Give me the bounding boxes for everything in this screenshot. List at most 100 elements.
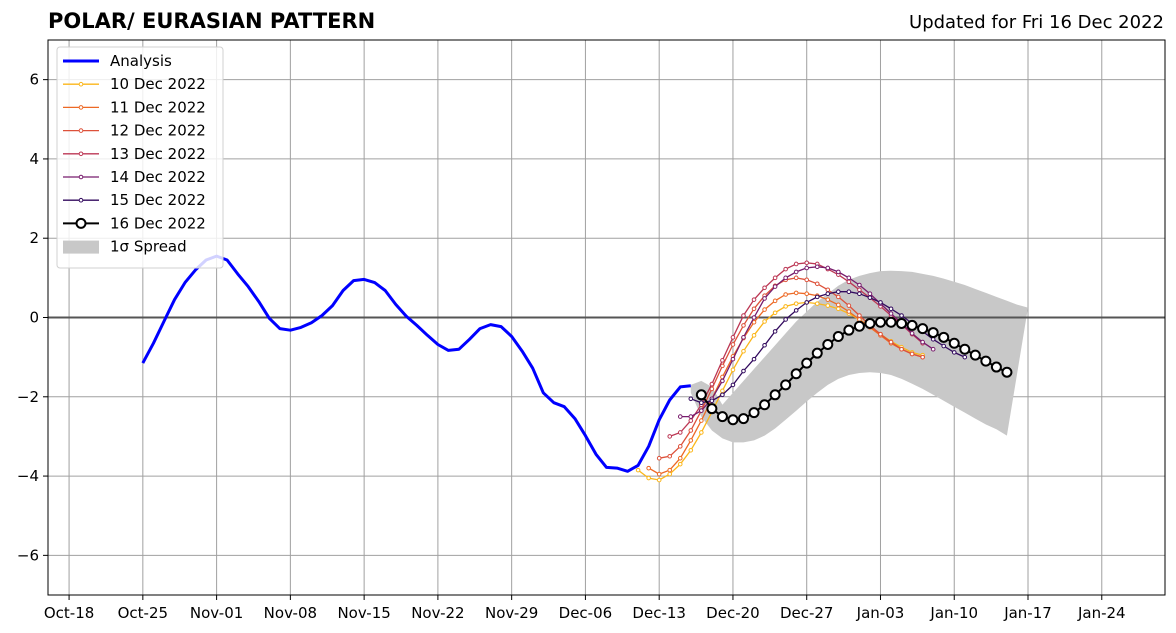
forecast-point — [864, 317, 876, 329]
forecast-point — [667, 467, 673, 473]
analysis-line — [141, 254, 691, 473]
forecast-point — [759, 399, 771, 411]
forecast-point — [793, 275, 799, 281]
forecast-point — [741, 323, 746, 328]
x-tick-label: Nov-29 — [485, 604, 538, 622]
legend-label: 13 Dec 2022 — [110, 145, 206, 163]
forecast-point — [846, 275, 852, 281]
forecast-point — [857, 282, 862, 288]
forecast-point — [780, 379, 792, 391]
legend-marker — [78, 128, 84, 133]
forecast-point — [804, 291, 810, 297]
x-tick-label: Dec-27 — [780, 604, 834, 622]
forecast-point — [811, 347, 823, 359]
forecast-point — [709, 381, 715, 387]
forecast-point — [885, 316, 897, 328]
y-tick-label: 2 — [29, 229, 39, 247]
forecast-point — [772, 329, 778, 334]
x-tick-label: Nov-15 — [337, 604, 390, 622]
forecast-point — [688, 448, 694, 453]
legend-label: 16 Dec 2022 — [110, 214, 206, 232]
legend-marker — [78, 151, 84, 157]
forecast-point — [720, 378, 725, 384]
forecast-point — [706, 403, 718, 415]
forecast-point — [888, 311, 894, 316]
legend-marker — [78, 81, 84, 87]
y-tick-label: 6 — [29, 71, 39, 89]
forecast-point — [699, 400, 704, 406]
forecast-point — [843, 324, 855, 336]
forecast-point — [1001, 366, 1013, 378]
forecast-point — [688, 428, 694, 433]
chart-title: POLAR/ EURASIAN PATTERN — [48, 9, 376, 33]
forecast-point — [677, 414, 683, 419]
forecast-point — [941, 343, 947, 349]
forecast-point — [646, 475, 651, 481]
forecast-point — [751, 319, 757, 325]
forecast-point — [814, 264, 820, 270]
forecast-point — [667, 453, 673, 459]
forecast-point — [677, 455, 683, 461]
forecast-point — [762, 342, 767, 348]
legend-box — [56, 46, 224, 269]
forecast-point — [751, 315, 757, 320]
forecast-point — [825, 297, 831, 302]
forecast-point — [836, 289, 841, 295]
forecast-point — [688, 414, 694, 419]
forecast-point — [699, 430, 704, 435]
forecast-point — [751, 333, 757, 338]
legend-label: 14 Dec 2022 — [110, 168, 206, 186]
y-tick-label: −4 — [17, 467, 39, 485]
forecast-point — [688, 418, 694, 423]
forecast-point — [804, 300, 810, 305]
forecast-point — [846, 289, 852, 295]
forecast-point — [836, 294, 841, 300]
forecast-point — [920, 339, 925, 345]
x-tick-label: Jan-17 — [1003, 604, 1052, 622]
forecast-point — [825, 303, 831, 308]
forecast-point — [751, 306, 757, 312]
forecast-point — [846, 279, 852, 285]
legend-marker — [78, 105, 84, 110]
forecast-point — [793, 269, 799, 275]
forecast-point — [836, 306, 841, 312]
forecast-point — [762, 296, 767, 301]
forecast-point — [635, 467, 641, 473]
forecast-point — [822, 338, 834, 350]
x-tick-label: Nov-01 — [190, 604, 243, 622]
forecast-point — [867, 291, 873, 297]
forecast-point — [896, 317, 908, 329]
forecast-point — [793, 308, 799, 313]
forecast-point — [814, 281, 820, 287]
forecast-point — [790, 368, 802, 380]
legend-label: 15 Dec 2022 — [110, 191, 206, 209]
legend-marker — [78, 174, 84, 180]
forecast-point — [748, 407, 760, 419]
forecast-point — [751, 297, 757, 302]
forecast-point — [899, 313, 904, 318]
legend-label: Analysis — [110, 52, 172, 70]
forecast-point — [857, 287, 862, 293]
forecast-point — [948, 337, 960, 349]
forecast-point — [836, 269, 841, 275]
x-tick-label: Dec-13 — [632, 604, 686, 622]
forecast-point — [927, 327, 939, 339]
forecast-point — [874, 316, 886, 328]
forecast-point — [772, 284, 778, 289]
forecast-point — [783, 304, 788, 309]
forecast-point — [959, 343, 971, 355]
forecast-point — [677, 461, 683, 467]
forecast-point — [878, 300, 883, 305]
forecast-point — [730, 356, 736, 362]
forecast-point — [980, 355, 992, 367]
legend-label: 12 Dec 2022 — [110, 122, 206, 140]
forecast-point — [801, 357, 813, 369]
forecast-point — [737, 413, 749, 425]
forecast-point — [772, 310, 778, 316]
forecast-point — [804, 260, 810, 266]
x-tick-label: Nov-08 — [264, 604, 317, 622]
forecast-point — [917, 323, 929, 335]
forecast-point — [888, 339, 894, 345]
x-tick-label: Jan-03 — [856, 604, 905, 622]
forecast-point — [825, 291, 831, 297]
